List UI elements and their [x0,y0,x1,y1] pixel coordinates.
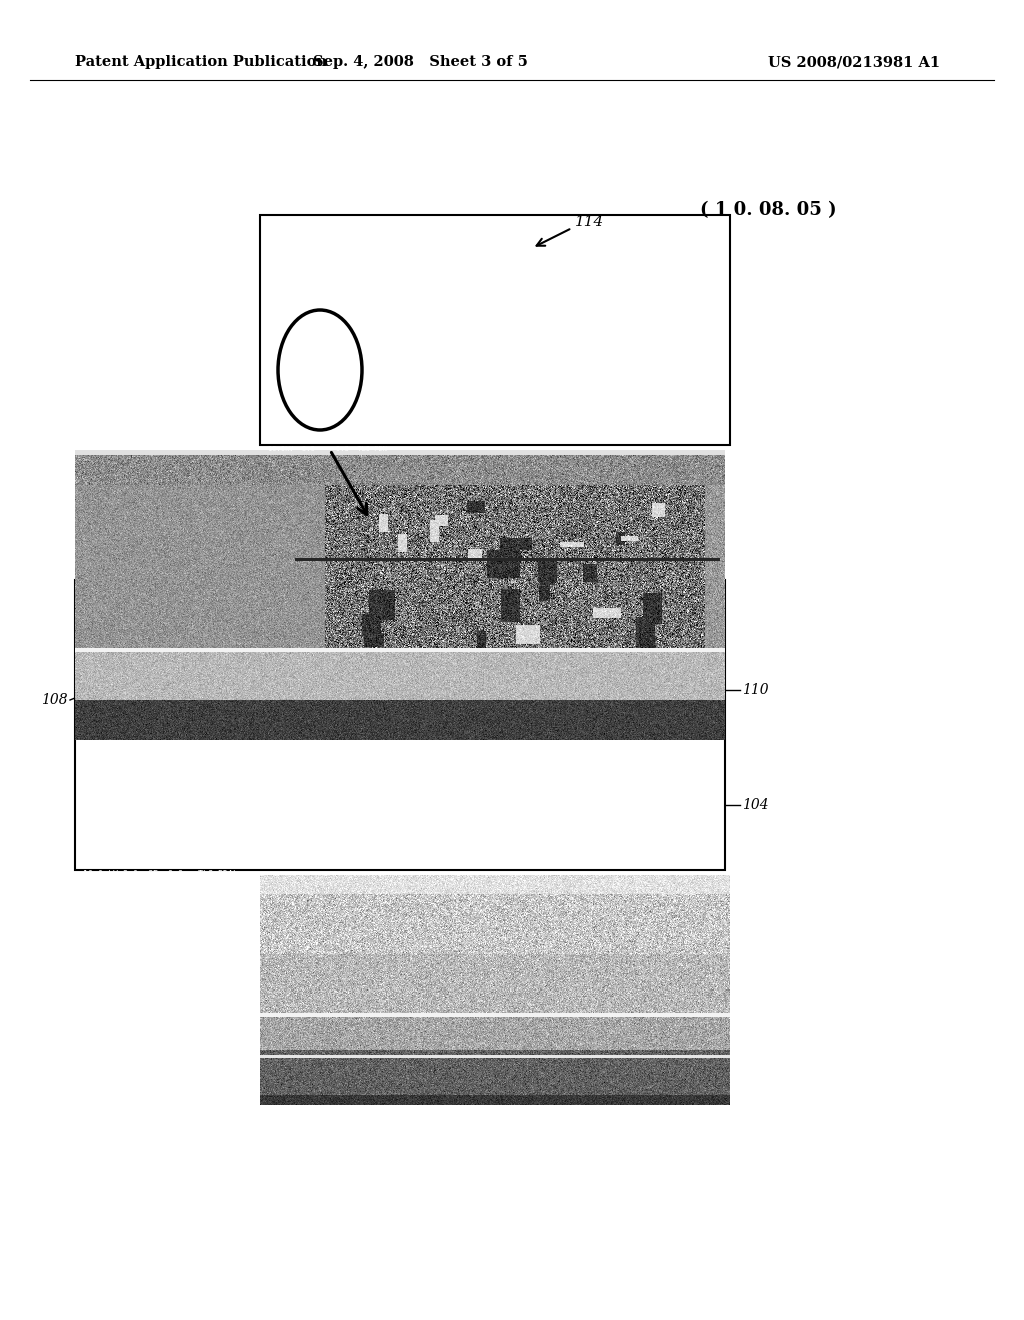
Text: US 2008/0213981 A1: US 2008/0213981 A1 [768,55,940,69]
Text: Sep. 4, 2008   Sheet 3 of 5: Sep. 4, 2008 Sheet 3 of 5 [312,55,527,69]
Text: 10.0kV  3.0     9.8  TLO PDN: 10.0kV 3.0 9.8 TLO PDN [268,446,387,451]
Text: 108: 108 [41,693,68,708]
Text: 114: 114 [575,215,604,228]
Text: Patent Application Publication: Patent Application Publication [75,55,327,69]
Text: ( 1 0. 08. 05 ): ( 1 0. 08. 05 ) [700,201,837,219]
Text: Acc.V  Spot Dat  WD  |————————|  10μm: Acc.V Spot Dat WD |————————| 10μm [83,853,268,862]
Text: 104: 104 [742,799,769,812]
Bar [75,579,725,870]
Text: FIG. 3: FIG. 3 [273,894,387,927]
Text: 110: 110 [742,682,769,697]
Text: Acc.V  Spot  WD  |———|  50μm: Acc.V Spot WD |———| 50μm [268,432,387,438]
Bar [260,215,730,445]
Text: 10.0 kV 3.0  SE  9.8   TLS PDAL: 10.0 kV 3.0 SE 9.8 TLS PDAL [83,870,238,879]
